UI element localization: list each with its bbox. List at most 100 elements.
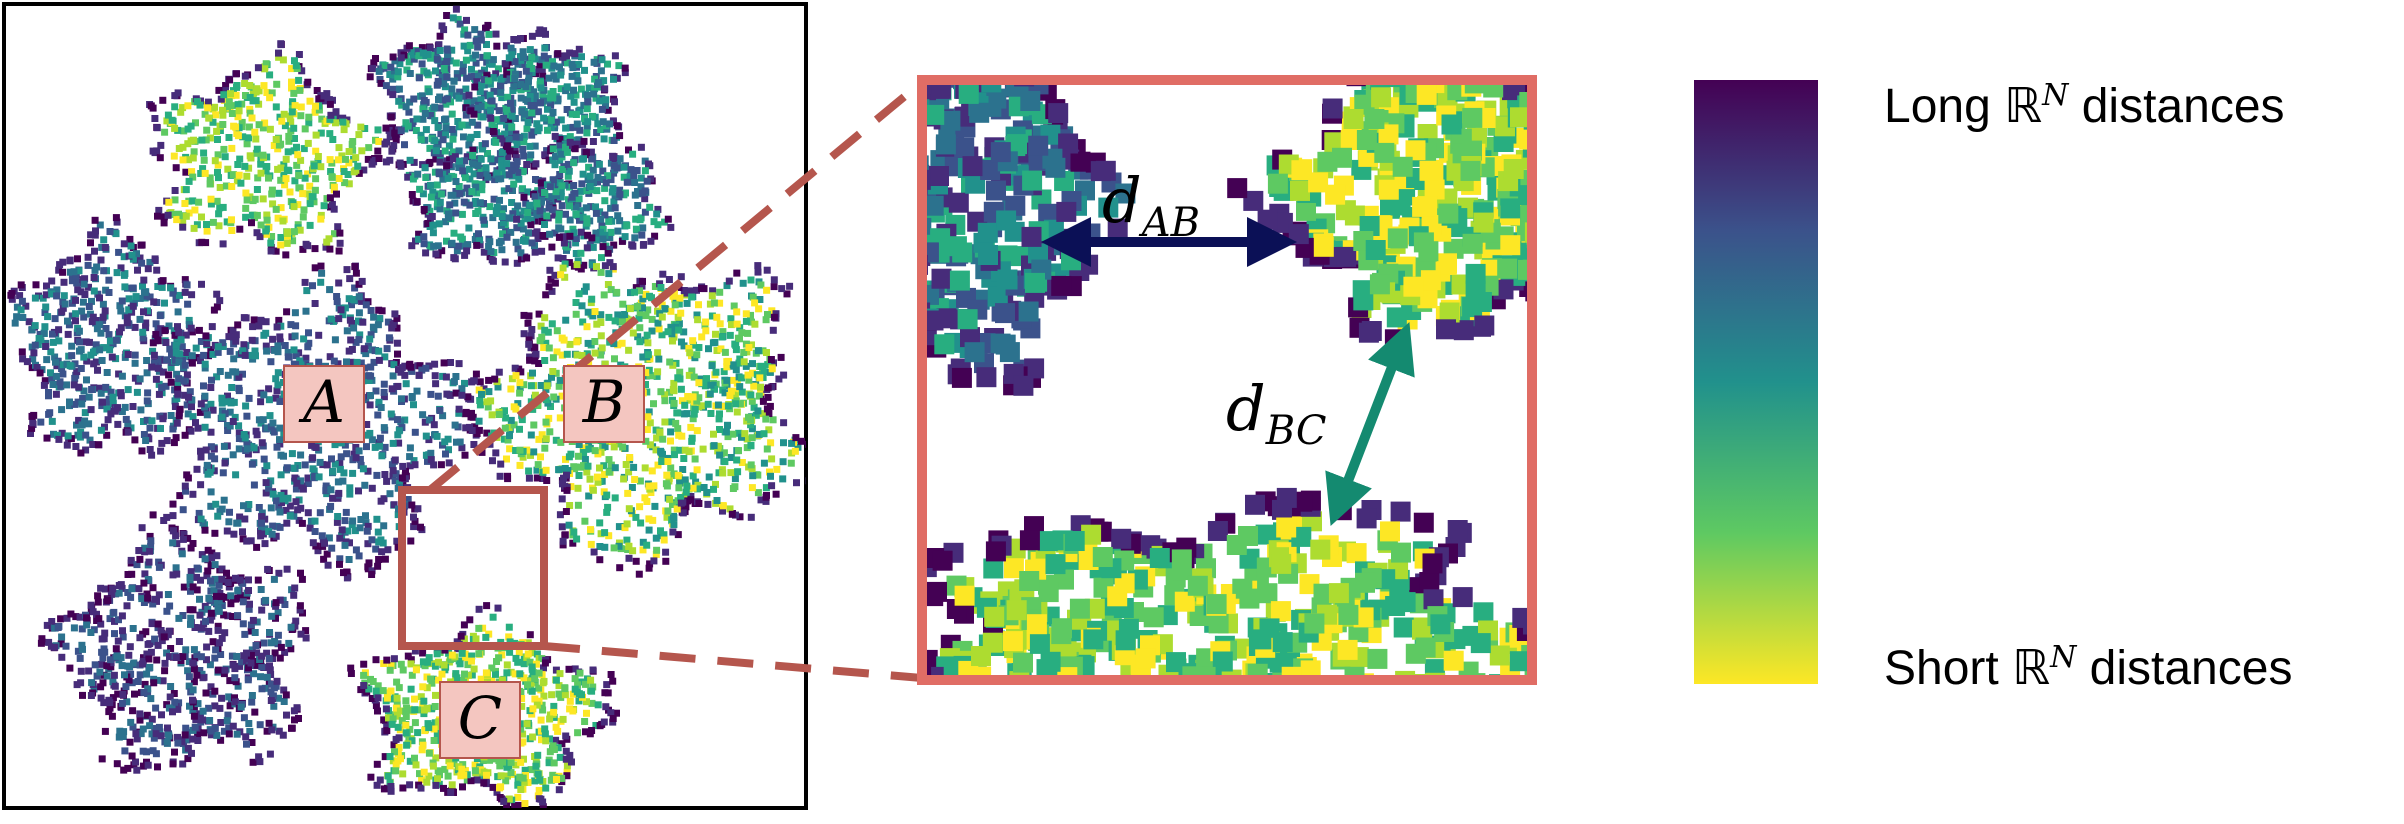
- embedding-point: [425, 416, 433, 424]
- embedding-point: [420, 97, 428, 104]
- embedding-point: [95, 384, 103, 392]
- embedding-point: [738, 433, 745, 441]
- embedding-point: [463, 74, 471, 82]
- embedding-point: [337, 453, 345, 461]
- embedding-point: [350, 324, 358, 332]
- embedding-point: [327, 315, 335, 323]
- embedding-point: [245, 587, 252, 594]
- embedding-point: [452, 5, 460, 13]
- embedding-point: [284, 494, 292, 502]
- embedding-point: [455, 360, 463, 368]
- embedding-point: [710, 485, 717, 493]
- embedding-point: [282, 251, 290, 259]
- embedding-point: [279, 217, 287, 225]
- embedding-point: [304, 78, 312, 86]
- embedding-point: [476, 72, 484, 80]
- embedding-point: [221, 629, 229, 637]
- embedding-point: [648, 467, 656, 475]
- embedding-point: [755, 392, 763, 400]
- embedding-point: [740, 349, 748, 356]
- embedding-point: [103, 662, 111, 670]
- embedding-point: [537, 453, 544, 461]
- embedding-point: [559, 541, 567, 549]
- embedding-point: [639, 277, 646, 285]
- embedding-point: [368, 484, 376, 492]
- embedding-point: [636, 503, 644, 511]
- embedding-point: [610, 162, 618, 170]
- embedding-point: [330, 205, 338, 213]
- embedding-point: [523, 446, 531, 454]
- embedding-point: [546, 428, 554, 436]
- embedding-point: [463, 121, 471, 129]
- embedding-point: [719, 402, 727, 410]
- embedding-point: [326, 130, 334, 138]
- embedding-point: [675, 431, 683, 439]
- embedding-point: [267, 239, 275, 247]
- embedding-point: [138, 259, 146, 267]
- embedding-point: [272, 375, 280, 383]
- embedding-point: [611, 355, 618, 363]
- embedding-point: [471, 83, 479, 91]
- embedding-point: [557, 116, 565, 124]
- embedding-point: [195, 198, 203, 206]
- embedding-point: [277, 241, 285, 249]
- embedding-point: [702, 318, 710, 326]
- embedding-point: [545, 283, 553, 291]
- embedding-point: [167, 412, 175, 419]
- embedding-point: [655, 325, 663, 333]
- embedding-point: [184, 534, 192, 542]
- embedding-point: [583, 105, 591, 113]
- embedding-point: [50, 430, 57, 438]
- embedding-point: [631, 234, 639, 242]
- embedding-point: [512, 238, 520, 246]
- embedding-point: [448, 172, 456, 180]
- embedding-point: [155, 723, 163, 731]
- embedding-point: [759, 397, 767, 405]
- embedding-point: [207, 346, 215, 354]
- embedding-point: [615, 523, 623, 531]
- embedding-point: [377, 497, 385, 505]
- embedding-point: [163, 738, 171, 745]
- embedding-point: [51, 353, 59, 361]
- embedding-point: [664, 328, 672, 336]
- embedding-point: [382, 124, 390, 132]
- embedding-point: [440, 157, 448, 165]
- embedding-point: [133, 250, 140, 258]
- embedding-point: [124, 428, 132, 436]
- embedding-point: [292, 361, 300, 369]
- embedding-point: [487, 114, 495, 122]
- embedding-point: [588, 155, 596, 163]
- embedding-point: [248, 739, 256, 746]
- embedding-point: [268, 612, 276, 620]
- embedding-point: [56, 261, 64, 269]
- embedding-point: [67, 610, 75, 618]
- embedding-point: [461, 157, 469, 165]
- embedding-point: [229, 722, 237, 730]
- embedding-point: [623, 221, 631, 229]
- embedding-point: [255, 100, 263, 108]
- embedding-point: [206, 616, 214, 624]
- embedding-point: [551, 211, 559, 219]
- embedding-point: [255, 753, 263, 761]
- embedding-point: [143, 369, 151, 377]
- embedding-point: [524, 319, 532, 327]
- embedding-point: [575, 45, 583, 53]
- embedding-point: [189, 154, 197, 162]
- embedding-point: [819, 454, 826, 461]
- embedding-point: [667, 307, 675, 315]
- embedding-point: [549, 58, 556, 66]
- embedding-point: [463, 153, 471, 161]
- embedding-point: [451, 421, 459, 429]
- embedding-point: [243, 740, 250, 748]
- embedding-point: [422, 364, 430, 372]
- embedding-point: [165, 704, 173, 712]
- embedding-point: [507, 416, 515, 424]
- embedding-point: [513, 215, 521, 223]
- embedding-point: [685, 448, 693, 456]
- embedding-point: [205, 627, 213, 635]
- embedding-point: [295, 172, 303, 179]
- embedding-point: [232, 91, 240, 99]
- embedding-point: [183, 371, 191, 379]
- embedding-point: [70, 381, 78, 389]
- embedding-point: [551, 279, 559, 287]
